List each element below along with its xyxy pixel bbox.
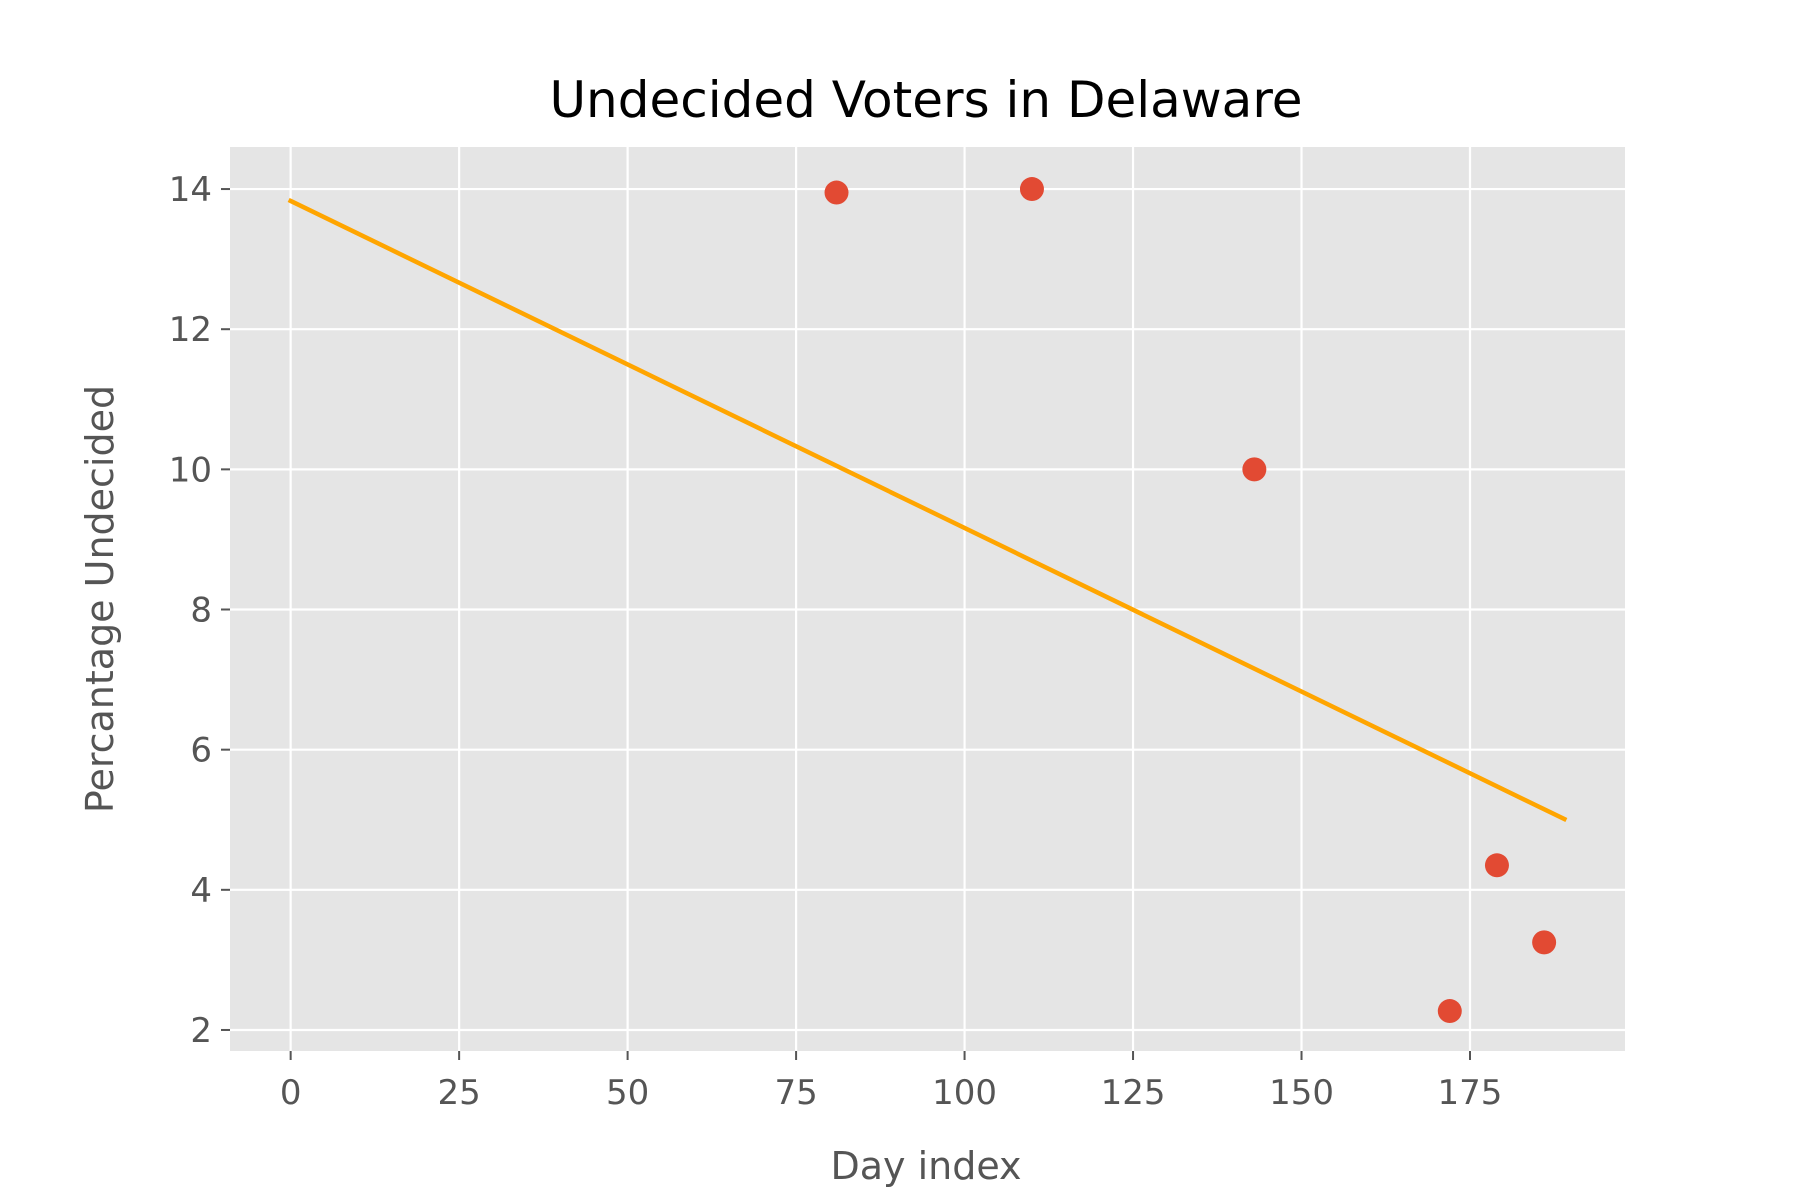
y-tick-label: 8: [190, 591, 212, 631]
y-tick-label: 12: [169, 310, 212, 350]
x-tick-label: 25: [437, 1073, 480, 1113]
x-axis-label: Day index: [830, 1144, 1021, 1188]
scatter-point: [824, 180, 849, 205]
x-tick-label: 75: [774, 1073, 817, 1113]
chart-marks: [287, 177, 1568, 1024]
scatter-point: [1484, 853, 1509, 878]
trend-line: [287, 197, 1568, 823]
scatter-point: [1242, 457, 1267, 482]
x-tick-label: 0: [280, 1073, 302, 1113]
y-tick-label: 6: [190, 731, 212, 771]
scatter-point: [1532, 930, 1557, 955]
scatter-point: [1019, 177, 1044, 202]
y-tick-label: 14: [169, 170, 212, 210]
y-tick-label: 10: [169, 450, 212, 490]
x-tick-label: 150: [1269, 1073, 1334, 1113]
axis-ticks: 0 25 50 75 100 125 150 175 2 4 6 8 10 12 14: [169, 170, 1503, 1113]
x-tick-label: 125: [1101, 1073, 1166, 1113]
grid-lines: [230, 147, 1625, 1051]
x-tick-label: 50: [606, 1073, 649, 1113]
x-tick-label: 175: [1438, 1073, 1503, 1113]
chart-title: Undecided Voters in Delaware: [549, 71, 1302, 129]
scatter-point: [1437, 999, 1462, 1024]
y-tick-label: 2: [190, 1011, 212, 1051]
y-axis-label: Percantage Undecided: [78, 385, 122, 813]
y-tick-label: 4: [190, 871, 212, 911]
x-tick-label: 100: [932, 1073, 997, 1113]
plot-background: [230, 147, 1625, 1051]
